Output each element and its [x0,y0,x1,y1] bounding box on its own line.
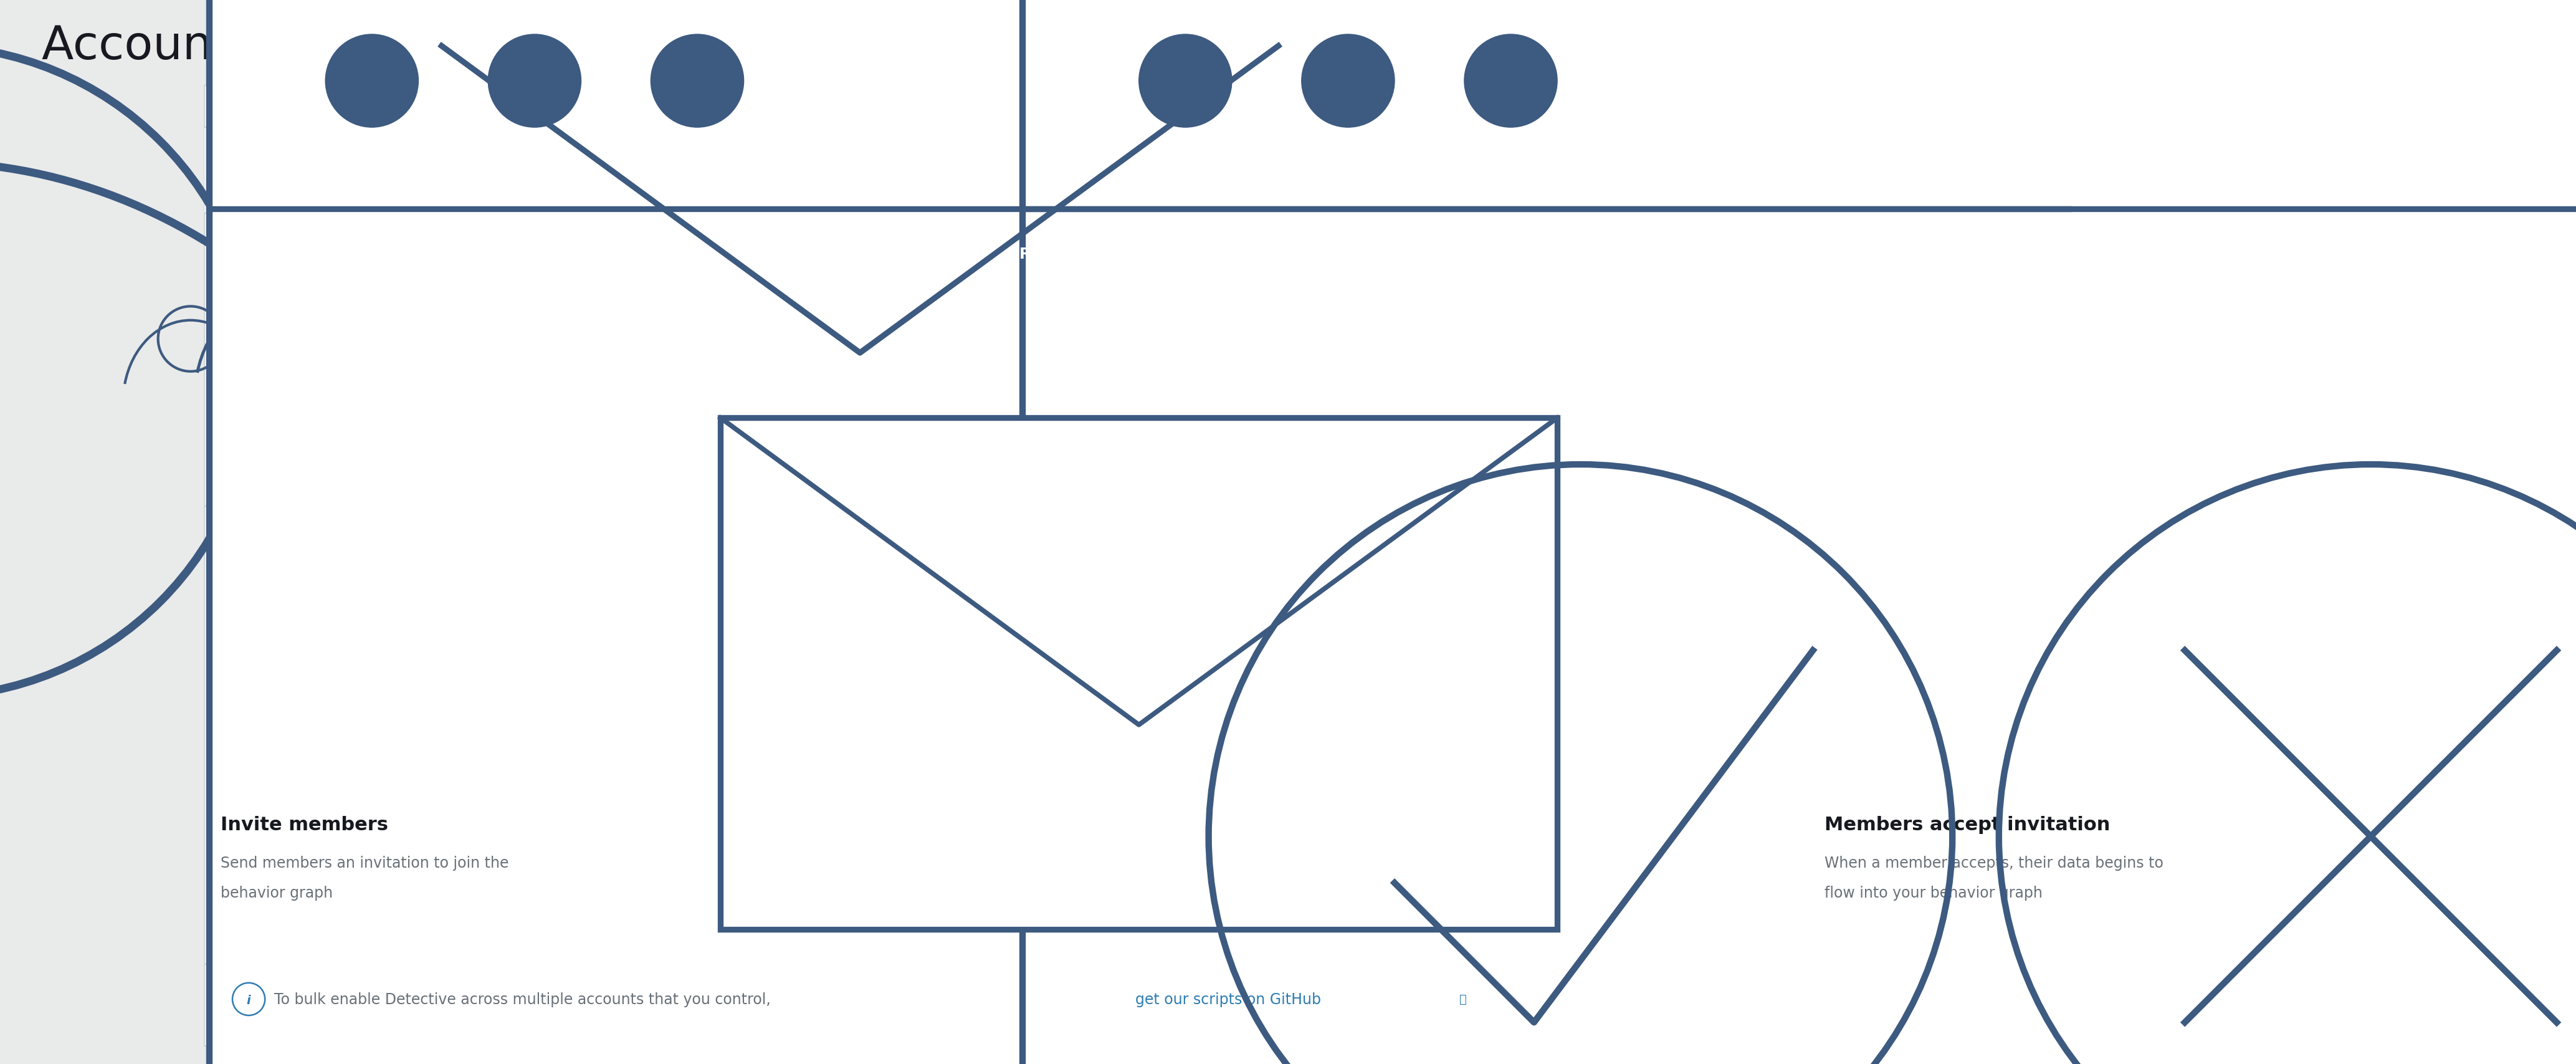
Text: as the Detective administrator account. Then, you can enable member accounts fro: as the Detective administrator account. … [487,371,1255,386]
Text: Option 2: By invitation: Option 2: By invitation [250,535,538,556]
Text: Option 1: Using AWS Organizations: Option 1: Using AWS Organizations [250,242,732,265]
Circle shape [652,35,744,128]
Circle shape [1301,35,1394,128]
Text: Members receive an invitation, which they: Members receive an invitation, which the… [1010,855,1324,870]
Text: behavior graph: behavior graph [222,885,332,900]
Circle shape [487,35,582,128]
FancyBboxPatch shape [440,47,1278,604]
Circle shape [1463,35,1558,128]
Text: Enable member accounts from your organization: Enable member accounts from your organiz… [487,304,1010,322]
Text: flow into your behavior graph: flow into your behavior graph [1824,885,2043,900]
Text: Members accept invitation: Members accept invitation [1824,816,2110,834]
Text: with a single click. Review the required IAM policies from General.: with a single click. Review the required… [487,400,974,415]
FancyBboxPatch shape [209,0,2069,1064]
Text: get our scripts on GitHub: get our scripts on GitHub [1136,992,1321,1007]
Text: Send members an invitation to join the: Send members an invitation to join the [222,855,510,870]
Text: Invite members: Invite members [222,816,389,834]
Text: Account management: Account management [41,23,559,69]
Text: If your company is using AWS Organizations, your organization administrator acco: If your company is using AWS Organizatio… [487,344,1252,359]
Circle shape [1139,35,1231,128]
FancyBboxPatch shape [204,128,2545,214]
Text: Detective supports two options for adding member accounts: by Organization and b: Detective supports two options for addin… [283,179,1028,194]
Text: To bulk enable Detective across multiple accounts that you control,: To bulk enable Detective across multiple… [273,992,775,1007]
Circle shape [325,35,417,128]
FancyBboxPatch shape [204,86,2545,1046]
Text: Members receive invitation: Members receive invitation [1010,816,1303,834]
Text: ▼  Getting started: add member accounts: ▼ Getting started: add member accounts [250,139,817,163]
Text: Info: Info [487,33,538,60]
Text: ⧉: ⧉ [1458,993,1466,1005]
Text: i: i [247,995,250,1007]
Text: When a member accepts, their data begins to: When a member accepts, their data begins… [1824,855,2164,870]
FancyBboxPatch shape [1010,237,1151,272]
FancyBboxPatch shape [721,418,1558,930]
FancyBboxPatch shape [1023,0,2576,1064]
Text: Recommended: Recommended [1020,247,1141,262]
Text: accept from the Detective console: accept from the Detective console [1010,885,1265,900]
